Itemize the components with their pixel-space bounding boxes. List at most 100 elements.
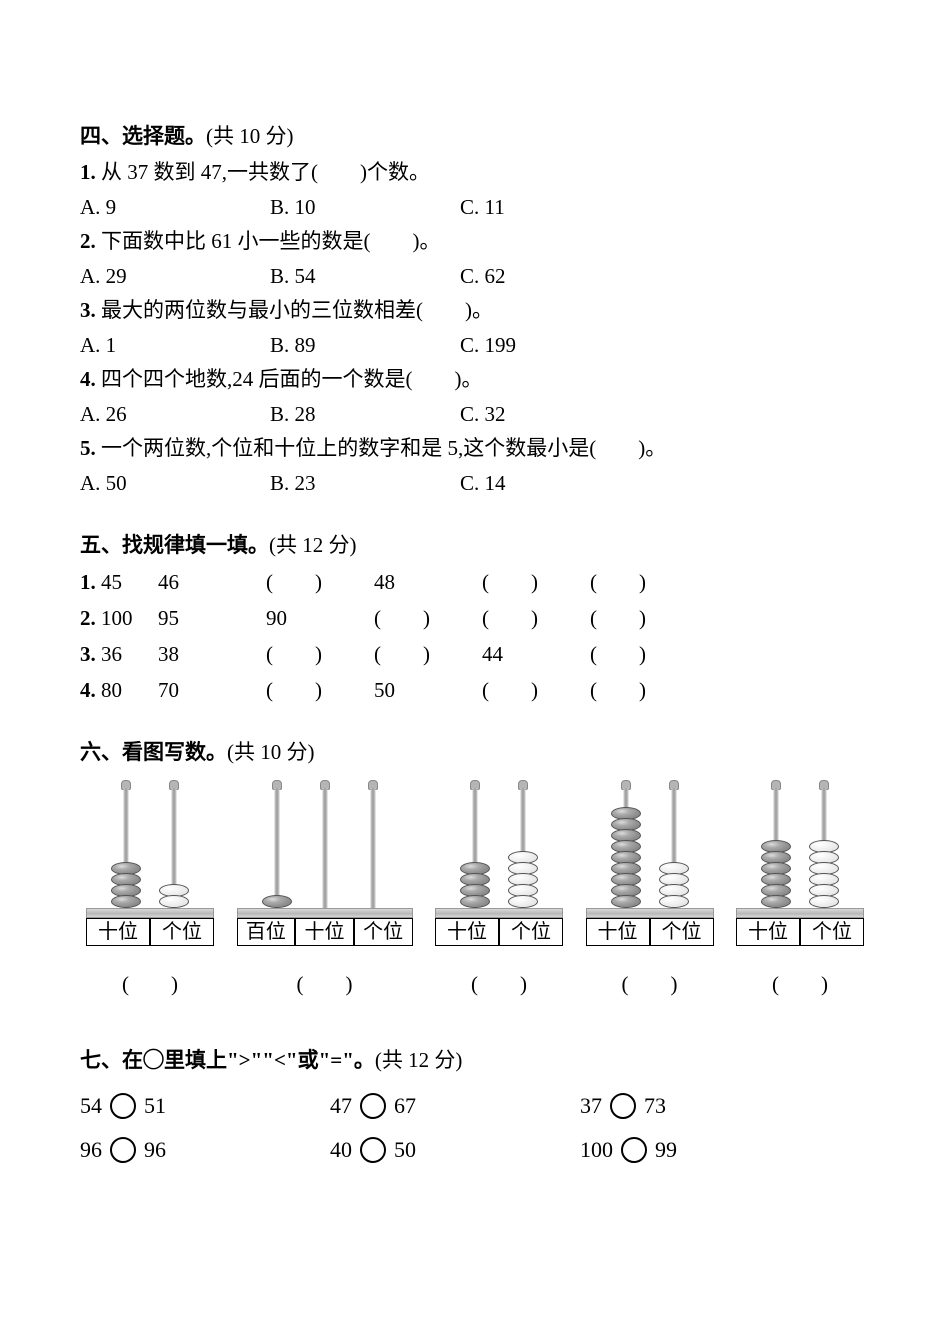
pattern-cell: ( ) <box>590 601 690 637</box>
pattern-cell: 50 <box>374 673 474 709</box>
option-c[interactable]: C. 62 <box>460 260 650 293</box>
compare-circle[interactable] <box>610 1093 636 1119</box>
option-c[interactable]: C. 199 <box>460 329 650 362</box>
option-c[interactable]: C. 11 <box>460 191 650 224</box>
pattern-cell: ( ) <box>590 565 690 601</box>
option-b[interactable]: B. 54 <box>270 260 460 293</box>
answer-blank[interactable]: ( ) <box>297 968 353 998</box>
place-label: 十位 <box>736 918 800 946</box>
abacus-rod <box>610 780 642 908</box>
compare-circle[interactable] <box>360 1137 386 1163</box>
section6-title-bold: 六、看图写数。 <box>80 740 227 764</box>
bead <box>262 895 292 908</box>
pattern-row: 1. 4546( )48( )( ) <box>80 565 870 601</box>
answer-blank[interactable]: ( ) <box>622 968 678 998</box>
abacus-rod <box>309 780 341 908</box>
option-b[interactable]: B. 89 <box>270 329 460 362</box>
pattern-cell: 44 <box>482 637 582 673</box>
question: 1. 从 37 数到 47,一共数了( )个数。 <box>80 156 870 189</box>
abacus-rod <box>357 780 389 908</box>
compare-circle[interactable] <box>360 1093 386 1119</box>
pattern-cell: ( ) <box>590 637 690 673</box>
answer-blank[interactable]: ( ) <box>772 968 828 998</box>
pattern-cell: ( ) <box>482 601 582 637</box>
answer-blank[interactable]: ( ) <box>122 968 178 998</box>
question-options: A. 26B. 28C. 32 <box>80 398 870 431</box>
section5-title-points: (共 12 分) <box>269 533 357 557</box>
abacus-rod <box>760 780 792 908</box>
place-label: 十位 <box>586 918 650 946</box>
compare-item: 4050 <box>330 1128 570 1172</box>
compare-item: 37 73 <box>580 1084 820 1128</box>
pattern-cell: ( ) <box>374 637 474 673</box>
place-label: 个位 <box>800 918 864 946</box>
section7-title-bold: 七、在◯里填上">""<"或"="。 <box>80 1048 375 1072</box>
option-a[interactable]: A. 50 <box>80 467 270 500</box>
question-number: 3. <box>80 298 96 322</box>
question-options: A. 9B. 10C. 11 <box>80 191 870 224</box>
question: 4. 四个四个地数,24 后面的一个数是( )。 <box>80 363 870 396</box>
compare-circle[interactable] <box>621 1137 647 1163</box>
abacus-row: 十位个位( )百位十位个位( )十位个位( )十位个位( )十位个位( ) <box>80 780 870 998</box>
abacus-rod <box>658 780 690 908</box>
abacus: 百位十位个位( ) <box>237 780 413 998</box>
compare-circle[interactable] <box>110 1137 136 1163</box>
question: 3. 最大的两位数与最小的三位数相差( )。 <box>80 294 870 327</box>
compare-right: 73 <box>644 1084 666 1128</box>
bead <box>460 895 490 908</box>
pattern-cell: ( ) <box>374 601 474 637</box>
abacus-rod <box>459 780 491 908</box>
pattern-cell: 48 <box>374 565 474 601</box>
compare-left: 96 <box>80 1128 102 1172</box>
place-label: 个位 <box>499 918 563 946</box>
compare-circle[interactable] <box>110 1093 136 1119</box>
compare-right: 51 <box>144 1084 166 1128</box>
pattern-row: 2. 1009590( )( )( ) <box>80 601 870 637</box>
bead <box>761 895 791 908</box>
compare-left: 37 <box>580 1084 602 1128</box>
question-number: 5. <box>80 436 96 460</box>
answer-blank[interactable]: ( ) <box>471 968 527 998</box>
bead <box>809 895 839 908</box>
option-b[interactable]: B. 28 <box>270 398 460 431</box>
compare-item: 10099 <box>580 1128 820 1172</box>
compare-item: 5451 <box>80 1084 320 1128</box>
abacus: 十位个位 ( ) <box>586 780 714 998</box>
option-c[interactable]: C. 32 <box>460 398 650 431</box>
compare-item: 9696 <box>80 1128 320 1172</box>
option-a[interactable]: A. 26 <box>80 398 270 431</box>
section7-title-points: (共 12 分) <box>375 1048 463 1072</box>
abacus-rod <box>261 780 293 908</box>
section4-questions: 1. 从 37 数到 47,一共数了( )个数。A. 9B. 10C. 11 2.… <box>80 156 870 499</box>
question-number: 2. <box>80 229 96 253</box>
option-c[interactable]: C. 14 <box>460 467 650 500</box>
pattern-cell: 46 <box>158 565 258 601</box>
bead <box>659 895 689 908</box>
option-a[interactable]: A. 1 <box>80 329 270 362</box>
abacus-rod <box>808 780 840 908</box>
option-b[interactable]: B. 10 <box>270 191 460 224</box>
abacus-rods <box>261 780 389 908</box>
question-number: 4. <box>80 367 96 391</box>
option-b[interactable]: B. 23 <box>270 467 460 500</box>
section4-title-bold: 四、选择题。 <box>80 124 206 148</box>
compare-row: 9696405010099 <box>80 1128 870 1172</box>
section5-title-bold: 五、找规律填一填。 <box>80 533 269 557</box>
option-a[interactable]: A. 29 <box>80 260 270 293</box>
place-label: 百位 <box>237 918 296 946</box>
bead <box>111 895 141 908</box>
section5-patterns: 1. 4546( )48( )( )2. 1009590( )( )( )3. … <box>80 565 870 708</box>
section7-comparisons: 5451476737739696405010099 <box>80 1084 870 1172</box>
section4-title: 四、选择题。(共 10 分) <box>80 120 870 150</box>
compare-right: 99 <box>655 1128 677 1172</box>
abacus-rod <box>507 780 539 908</box>
section6-title-points: (共 10 分) <box>227 740 315 764</box>
question-number: 1. <box>80 160 96 184</box>
option-a[interactable]: A. 9 <box>80 191 270 224</box>
abacus-rod <box>110 780 142 908</box>
abacus-rods <box>459 780 539 908</box>
bead <box>611 895 641 908</box>
place-label: 个位 <box>650 918 714 946</box>
compare-right: 67 <box>394 1084 416 1128</box>
compare-row: 545147673773 <box>80 1084 870 1128</box>
